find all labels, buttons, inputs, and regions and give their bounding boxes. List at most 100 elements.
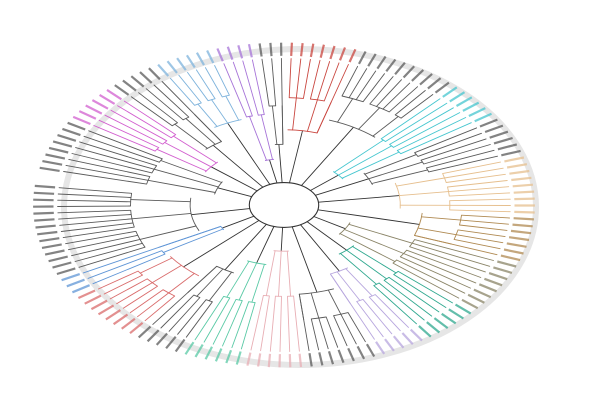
tree-leaf-label: [454, 303, 472, 315]
tree-leaf-label: [427, 77, 442, 90]
clade-grey-top-right-subnode: [341, 95, 364, 103]
tree-leaf-branch: [403, 253, 477, 284]
tree-leaf-branch: [122, 285, 158, 309]
tree-leaf-branch: [63, 171, 148, 185]
tree-leaf-branch: [271, 58, 277, 107]
clade-grey-left-branch: [130, 199, 191, 203]
tree-leaf-label: [411, 69, 425, 82]
tree-leaf-label: [41, 243, 62, 249]
tree-stem: [224, 223, 267, 271]
clade-grey-bottom-left-branch: [208, 271, 233, 302]
tree-leaf-label: [121, 317, 136, 330]
clade-purple-branch: [260, 114, 273, 160]
tree-leaf-label: [165, 335, 177, 350]
tree-leaf-branch: [161, 81, 222, 143]
tree-leaf-branch: [414, 239, 494, 261]
tree-leaf-branch: [449, 209, 511, 213]
tree-leaf-branch: [79, 141, 158, 167]
tree-leaf-label: [195, 52, 205, 66]
tree-leaf-branch: [394, 90, 426, 116]
tree-leaf-label: [504, 156, 525, 163]
clade-grey-bottom-left-node: [216, 265, 234, 274]
tree-stem: [306, 221, 348, 251]
tree-leaf-label: [48, 255, 68, 263]
tree-leaf-branch: [250, 294, 264, 351]
tree-leaf-branch: [460, 219, 509, 225]
tree-leaf-label: [474, 112, 492, 123]
tree-stem: [314, 178, 370, 196]
tree-leaf-label: [506, 242, 527, 248]
tree-leaf-branch: [97, 270, 139, 290]
clade-mint-branch: [251, 263, 265, 303]
tree-leaf-label: [56, 267, 76, 276]
tree-stem: [227, 122, 271, 185]
tree-leaf-branch: [185, 301, 213, 338]
tree-leaf-label: [290, 42, 293, 56]
tree-leaf-label: [442, 86, 458, 98]
tree-leaf-label: [500, 254, 521, 262]
tree-leaf-label: [146, 329, 160, 343]
tree-leaf-branch: [280, 58, 284, 145]
tree-leaf-branch: [385, 102, 448, 142]
tree-leaf-label: [409, 328, 423, 342]
tree-leaf-branch: [397, 270, 453, 304]
tree-stem: [291, 226, 318, 293]
tree-stem: [289, 130, 303, 184]
tree-leaf-branch: [269, 295, 276, 352]
tree-leaf-branch: [288, 58, 292, 99]
tree-leaf-branch: [212, 298, 237, 345]
tree-leaf-label: [493, 136, 513, 145]
clade-cyan-branch: [337, 145, 393, 176]
clade-mint-branch: [226, 260, 250, 298]
tree-leaf-label: [42, 160, 63, 166]
tree-leaf-label: [194, 344, 204, 358]
tree-leaf-branch: [310, 318, 320, 351]
tree-leaf-label: [484, 124, 504, 134]
tree-leaf-branch: [417, 132, 482, 157]
tree-stem: [183, 220, 260, 268]
tree-leaf-branch: [455, 234, 504, 244]
tree-leaf-branch: [333, 315, 348, 347]
tree-leaf-label: [300, 42, 304, 57]
clade-grey-right-branch: [371, 169, 429, 184]
tree-leaf-branch: [110, 109, 168, 142]
tree-leaf-label: [365, 343, 376, 358]
tree-leaf-label: [216, 48, 224, 62]
tree-leaf-branch: [316, 61, 331, 101]
tree-leaf-label: [84, 294, 102, 305]
tree-leaf-branch: [261, 58, 270, 107]
clade-pink-subnode: [263, 294, 270, 297]
tree-leaf-branch: [396, 259, 466, 294]
tree-leaf-label: [52, 140, 73, 148]
tree-leaf-label: [337, 349, 345, 364]
tree-leaf-branch: [203, 297, 231, 343]
tree-leaf-label: [394, 61, 406, 76]
tree-leaf-branch: [204, 67, 223, 98]
tree-leaf-label: [513, 217, 534, 221]
tree-root-circle: [248, 182, 320, 228]
tree-leaf-label: [48, 146, 69, 154]
clade-mint-subnode: [235, 298, 243, 302]
tree-leaf-label: [166, 60, 178, 74]
tree-leaf-label: [449, 91, 466, 103]
tree-leaf-label: [91, 99, 109, 110]
tree-leaf-label: [34, 184, 56, 189]
tree-leaf-label: [509, 169, 530, 175]
tree-leaf-label: [347, 347, 355, 362]
clade-grey-top-left-branch: [153, 168, 219, 188]
tree-leaf-label: [137, 325, 152, 339]
clade-lavender-branch: [345, 268, 373, 297]
tree-leaf-branch: [137, 292, 170, 318]
clade-salmon-node: [169, 256, 200, 277]
tree-leaf-branch: [75, 147, 155, 170]
tree-leaf-branch: [62, 226, 135, 239]
tree-leaf-label: [448, 308, 464, 320]
tree-leaf-marks: [33, 42, 535, 368]
clade-teal-branch: [346, 249, 388, 280]
clade-cyan-branch: [333, 139, 384, 173]
tree-leaf-label: [327, 350, 335, 365]
tree-leaf-branch: [362, 298, 393, 335]
tree-leaf-branch: [302, 59, 311, 99]
tree-leaf-branch: [376, 79, 402, 107]
tree-leaf-branch: [222, 300, 243, 347]
